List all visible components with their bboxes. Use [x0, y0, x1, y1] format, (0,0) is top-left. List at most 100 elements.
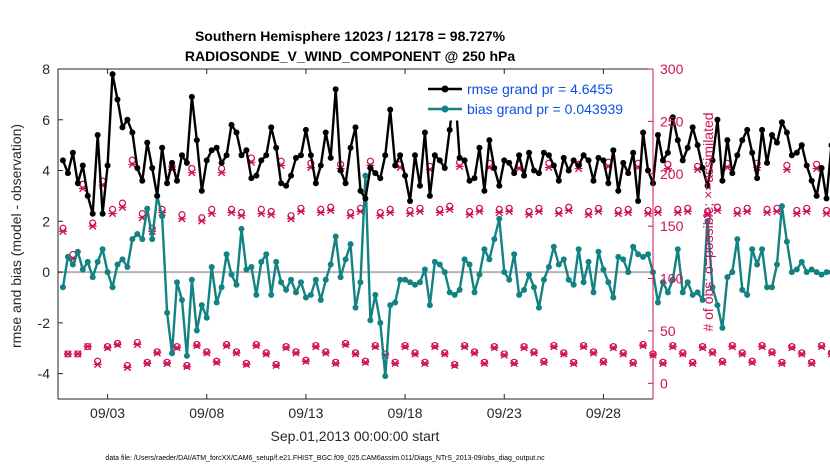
bias-point: [540, 276, 547, 283]
obs-assimilated-marker: [629, 359, 638, 368]
obs-possible-marker: [113, 339, 122, 348]
rmse-point: [347, 144, 354, 151]
obs-possible-marker: [312, 341, 320, 350]
obs-possible-marker: [629, 358, 637, 366]
bias-point: [352, 304, 359, 311]
rmse-point: [79, 162, 86, 169]
bias-point: [565, 276, 572, 283]
rmse-point: [124, 116, 131, 123]
obs-possible-marker: [654, 205, 662, 213]
rmse-point: [773, 139, 780, 146]
obs-assimilated-marker: [470, 349, 479, 357]
rmse-point: [803, 162, 810, 169]
obs-assimilated-marker: [520, 343, 529, 352]
obs-assimilated-marker: [73, 350, 82, 358]
bias-point: [218, 284, 225, 291]
rmse-point: [640, 129, 647, 136]
obs-assimilated-marker: [321, 349, 330, 357]
bias-point: [808, 266, 815, 273]
obs-possible-marker: [411, 349, 419, 357]
rmse-point: [367, 165, 374, 171]
rmse-point: [283, 182, 290, 189]
rmse-point: [139, 177, 146, 184]
obs-possible-marker: [361, 357, 370, 365]
obs-possible-marker: [242, 359, 251, 367]
rmse-point: [228, 121, 235, 128]
rmse-point: [625, 170, 632, 177]
y-right-axis-ticks: 0 50 100 150 200 250 300: [648, 61, 684, 391]
obs-assimilated-marker: [187, 169, 196, 177]
obs-possible-marker: [560, 349, 568, 357]
obs-assimilated-marker: [406, 209, 415, 218]
rmse-point: [540, 149, 547, 156]
obs-possible-marker: [570, 358, 578, 366]
bias-point: [149, 236, 156, 243]
obs-possible-marker: [728, 341, 736, 350]
y-right-axis-label: # of obs: o=possible; ×=assimilated: [700, 112, 716, 331]
y-right-tick-label: 100: [660, 271, 684, 287]
rmse-point: [496, 182, 503, 189]
rmse-point: [402, 172, 409, 179]
rmse-point: [159, 144, 166, 151]
obs-possible-marker: [674, 205, 682, 213]
obs-assimilated-marker: [817, 342, 826, 351]
rmse-point: [188, 93, 195, 100]
obs-assimilated-marker: [341, 340, 350, 349]
obs-assimilated-marker: [782, 165, 791, 174]
obs-assimilated-marker: [554, 209, 563, 218]
rmse-point: [441, 165, 448, 171]
chart-title-line-2: RADIOSONDE_V_WIND_COMPONENT @ 250 hPa: [185, 48, 515, 64]
obs-possible-marker: [664, 160, 672, 168]
bias-point: [79, 266, 86, 273]
y-left-tick-label: -2: [38, 315, 51, 331]
bias-point: [630, 243, 637, 250]
obs-assimilated-marker: [118, 203, 127, 211]
bias-point: [481, 246, 488, 253]
bias-point: [759, 246, 766, 253]
obs-possible-marker: [619, 349, 627, 357]
obs-possible-marker: [490, 343, 498, 351]
obs-assimilated-marker: [93, 360, 102, 369]
rmse-point: [739, 137, 746, 144]
bias-point: [248, 264, 255, 270]
obs-assimilated-marker: [83, 342, 92, 351]
obs-possible-marker: [659, 358, 667, 366]
obs-possible-marker: [684, 204, 692, 212]
rmse-point: [144, 139, 151, 146]
rmse-point: [322, 129, 329, 136]
obs-assimilated-marker: [450, 361, 459, 370]
obs-possible-marker: [441, 349, 449, 357]
bias-point: [511, 251, 518, 258]
rmse-point: [198, 187, 205, 194]
rmse-point: [377, 175, 384, 182]
obs-assimilated-marker: [663, 164, 672, 173]
rmse-point: [59, 157, 66, 164]
bias-point: [312, 276, 319, 283]
rmse-point: [253, 172, 260, 179]
legend-box: [422, 77, 650, 121]
obs-assimilated-marker: [237, 211, 246, 220]
bias-point: [476, 271, 483, 278]
bias-point: [114, 261, 121, 268]
obs-possible-marker: [748, 357, 756, 365]
bias-point: [416, 279, 423, 286]
obs-possible-marker: [232, 348, 241, 356]
bias-point: [754, 261, 761, 268]
obs-possible-marker: [718, 357, 727, 365]
bias-point: [456, 286, 463, 293]
rmse-point: [203, 157, 210, 164]
bias-point: [397, 276, 404, 283]
rmse-point: [99, 210, 106, 217]
obs-possible-marker: [733, 206, 741, 215]
obs-possible-marker: [431, 341, 439, 350]
obs-possible-marker: [282, 343, 290, 351]
rmse-point: [575, 162, 582, 169]
y-left-tick-label: -4: [38, 366, 51, 382]
bias-point: [188, 276, 195, 283]
bias-point: [491, 236, 498, 243]
bias-point: [773, 261, 780, 268]
obs-assimilated-marker: [455, 162, 464, 171]
obs-assimilated-marker: [768, 349, 776, 357]
obs-assimilated-marker: [292, 349, 300, 357]
obs-assimilated-marker: [202, 349, 211, 357]
